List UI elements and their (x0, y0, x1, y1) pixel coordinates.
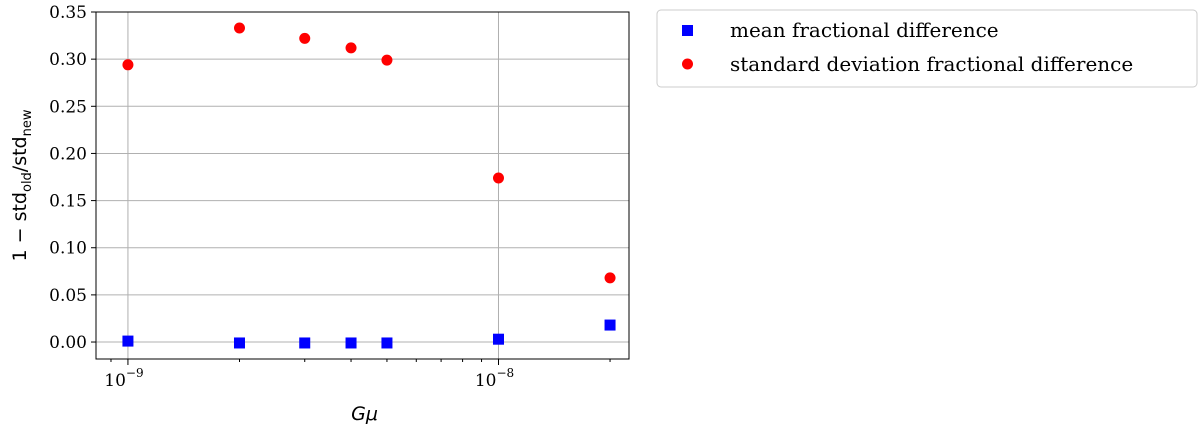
mean-point (604, 319, 616, 331)
grid (96, 11, 629, 359)
std-point (345, 42, 357, 54)
y-tick-label: 0.30 (49, 50, 87, 70)
y-tick-label: 0.35 (49, 3, 87, 23)
std-point (492, 172, 504, 184)
mean-point (299, 337, 311, 349)
y-axis-label: 1 − stdold/stdnew (9, 109, 35, 261)
std-point (233, 22, 245, 34)
mean-point (233, 337, 245, 349)
y-label-sub-new: new (20, 109, 35, 136)
mean-point (381, 337, 393, 349)
mean-point (345, 337, 357, 349)
x-tick-label: 10−9 (104, 366, 143, 391)
data-markers (122, 22, 616, 349)
y-tick-label: 0.00 (49, 333, 87, 353)
y-label-mid: /std (9, 136, 31, 172)
std-point (381, 54, 393, 66)
x-axis-label: Gμ (351, 403, 378, 425)
std-point (122, 59, 134, 71)
legend-label-std: standard deviation fractional difference (730, 52, 1133, 76)
axis-ticks: 0.00 0.05 0.10 0.15 0.20 0.25 0.30 0.35 10−9 10−8 (49, 3, 611, 391)
mean-point (492, 333, 504, 345)
y-label-prefix: 1 − std (9, 192, 31, 262)
std-point (604, 272, 616, 284)
std-point (299, 32, 311, 44)
legend: mean fractional difference standard devi… (656, 9, 1198, 88)
mean-point (122, 335, 134, 347)
x-tick-label: 10−8 (475, 366, 514, 391)
y-tick-label: 0.20 (49, 144, 87, 164)
y-tick-label: 0.25 (49, 97, 87, 117)
y-tick-label: 0.15 (49, 192, 87, 212)
legend-label-mean: mean fractional difference (730, 18, 999, 42)
legend-box (656, 9, 1198, 88)
y-tick-label: 0.05 (49, 286, 87, 306)
plot-frame (95, 11, 630, 360)
y-label-sub-old: old (20, 172, 35, 192)
legend-marker-mean (682, 25, 693, 36)
y-tick-label: 0.10 (49, 239, 87, 259)
legend-marker-std (682, 58, 693, 70)
